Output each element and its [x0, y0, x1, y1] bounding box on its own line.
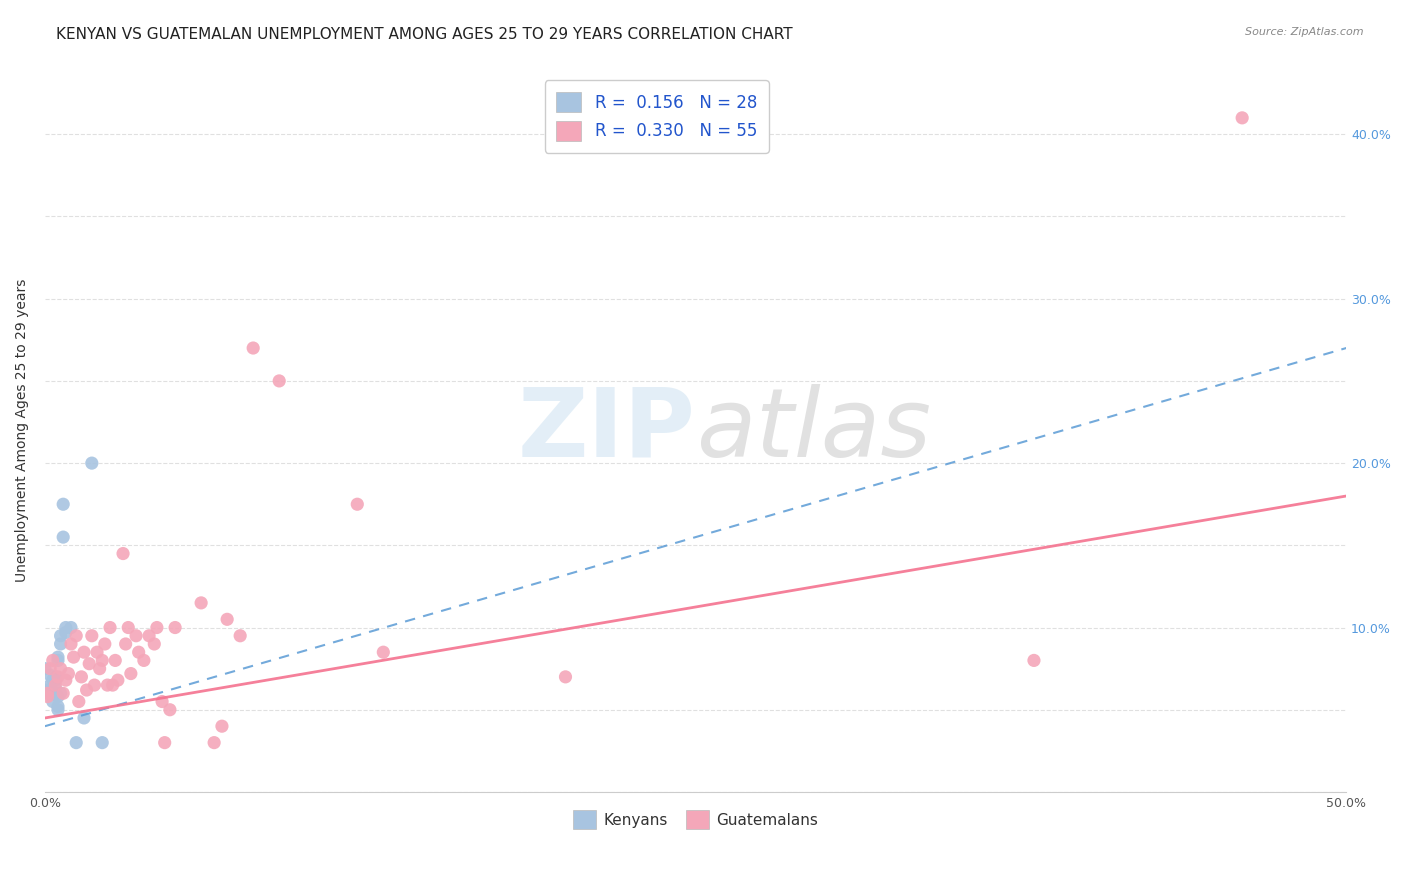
Point — [346, 497, 368, 511]
Point — [159, 703, 181, 717]
Point — [37, 690, 59, 704]
Point — [101, 678, 124, 692]
Point — [52, 497, 75, 511]
Point — [83, 678, 105, 692]
Point — [91, 736, 114, 750]
Point — [96, 678, 118, 692]
Point — [46, 670, 69, 684]
Y-axis label: Unemployment Among Ages 25 to 29 years: Unemployment Among Ages 25 to 29 years — [15, 278, 30, 582]
Point — [46, 703, 69, 717]
Point — [91, 653, 114, 667]
Point — [128, 645, 150, 659]
Point — [42, 673, 65, 688]
Legend: Kenyans, Guatemalans: Kenyans, Guatemalans — [567, 804, 824, 835]
Point — [58, 666, 80, 681]
Point — [1022, 653, 1045, 667]
Point — [39, 668, 62, 682]
Point — [229, 629, 252, 643]
Point — [217, 612, 239, 626]
Point — [59, 637, 82, 651]
Point — [42, 694, 65, 708]
Point — [80, 456, 103, 470]
Point — [98, 621, 121, 635]
Point — [73, 711, 96, 725]
Point — [49, 662, 72, 676]
Point — [125, 629, 148, 643]
Point — [150, 694, 173, 708]
Point — [46, 653, 69, 667]
Point — [114, 637, 136, 651]
Point — [37, 686, 59, 700]
Point — [373, 645, 395, 659]
Point — [44, 681, 66, 696]
Point — [55, 673, 77, 688]
Point — [52, 530, 75, 544]
Point — [46, 699, 69, 714]
Point — [39, 678, 62, 692]
Point — [62, 650, 84, 665]
Point — [242, 341, 264, 355]
Point — [49, 629, 72, 643]
Point — [44, 670, 66, 684]
Point — [165, 621, 187, 635]
Point — [269, 374, 291, 388]
Point — [34, 683, 56, 698]
Point — [42, 686, 65, 700]
Point — [44, 686, 66, 700]
Point — [80, 629, 103, 643]
Point — [86, 645, 108, 659]
Text: ZIP: ZIP — [517, 384, 696, 476]
Point — [76, 683, 98, 698]
Point — [117, 621, 139, 635]
Point — [143, 637, 166, 651]
Point — [73, 645, 96, 659]
Point — [46, 690, 69, 704]
Point — [89, 662, 111, 676]
Text: atlas: atlas — [696, 384, 931, 476]
Point — [107, 673, 129, 688]
Point — [65, 629, 87, 643]
Point — [55, 625, 77, 640]
Point — [1230, 111, 1253, 125]
Point — [65, 736, 87, 750]
Point — [49, 637, 72, 651]
Point — [42, 653, 65, 667]
Point — [44, 678, 66, 692]
Point — [46, 650, 69, 665]
Text: Source: ZipAtlas.com: Source: ZipAtlas.com — [1246, 27, 1364, 37]
Point — [554, 670, 576, 684]
Point — [112, 547, 135, 561]
Point — [104, 653, 127, 667]
Point — [39, 662, 62, 676]
Point — [94, 637, 117, 651]
Point — [70, 670, 93, 684]
Point — [67, 694, 90, 708]
Point — [211, 719, 233, 733]
Point — [55, 621, 77, 635]
Point — [138, 629, 160, 643]
Point — [153, 736, 176, 750]
Point — [146, 621, 169, 635]
Point — [44, 673, 66, 688]
Point — [59, 621, 82, 635]
Text: KENYAN VS GUATEMALAN UNEMPLOYMENT AMONG AGES 25 TO 29 YEARS CORRELATION CHART: KENYAN VS GUATEMALAN UNEMPLOYMENT AMONG … — [56, 27, 793, 42]
Point — [49, 686, 72, 700]
Point — [120, 666, 142, 681]
Point — [202, 736, 225, 750]
Point — [77, 657, 100, 671]
Point — [132, 653, 155, 667]
Point — [52, 686, 75, 700]
Point — [34, 662, 56, 676]
Point — [190, 596, 212, 610]
